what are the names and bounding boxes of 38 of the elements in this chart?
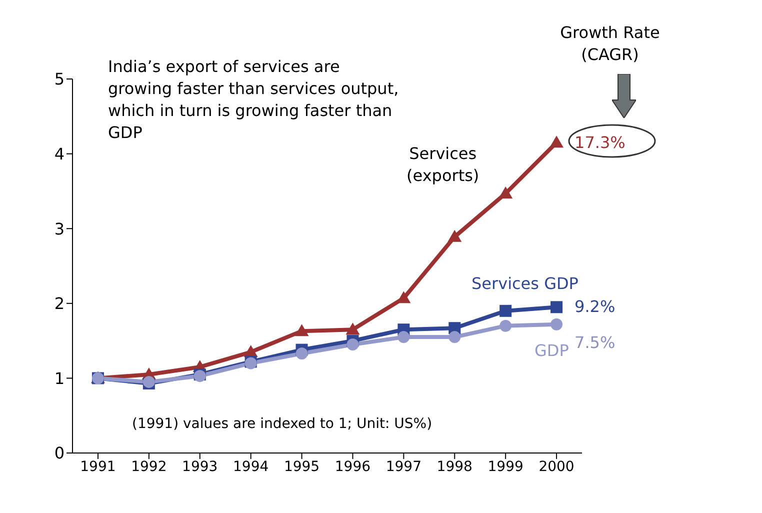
y-tick-label: 5: [54, 70, 64, 89]
x-tick-label: 1992: [131, 458, 167, 475]
point: [500, 320, 512, 332]
y-tick-label: 2: [54, 294, 64, 314]
y-tick-label: 0: [54, 444, 64, 463]
x-tick-label: 1996: [334, 458, 371, 475]
point: [550, 318, 563, 330]
x-tick-label: 2000: [538, 458, 574, 475]
series-label: Services (exports): [406, 142, 480, 187]
series-label: Services GDP: [472, 273, 578, 296]
x-tick-label: 1991: [80, 458, 116, 475]
series-label: GDP: [534, 340, 569, 362]
point: [448, 331, 461, 344]
point: [346, 322, 360, 335]
point: [448, 230, 462, 242]
annotation: (1991) values are indexed to 1; Unit: US%): [132, 416, 432, 432]
x-tick-label: 1998: [436, 458, 472, 475]
x-tick-label: 1993: [182, 458, 218, 475]
x-tick-label: 1995: [284, 458, 320, 475]
annotation: 17.3%: [574, 132, 626, 154]
point: [498, 186, 513, 198]
x-tick-label: 1999: [488, 458, 524, 475]
x-tick-label: 1994: [233, 458, 269, 475]
y-tick-label: 3: [54, 219, 64, 238]
annotation: India’s export of services are growing faster than services output, which in turn is growing faster than GDP: [108, 56, 400, 144]
annotation: 7.5%: [574, 332, 616, 354]
y-tick-label: 1: [54, 368, 64, 388]
point: [500, 304, 512, 317]
point: [550, 136, 564, 148]
point: [294, 324, 309, 336]
x-tick-label: 1997: [386, 458, 422, 475]
annotation: 9.2%: [574, 296, 616, 318]
point: [550, 301, 563, 314]
point: [398, 331, 410, 344]
point: [346, 338, 359, 351]
text: Growth Rate (CAGR): [559, 22, 661, 66]
point: [296, 348, 308, 360]
y-tick-label: 4: [54, 144, 64, 164]
